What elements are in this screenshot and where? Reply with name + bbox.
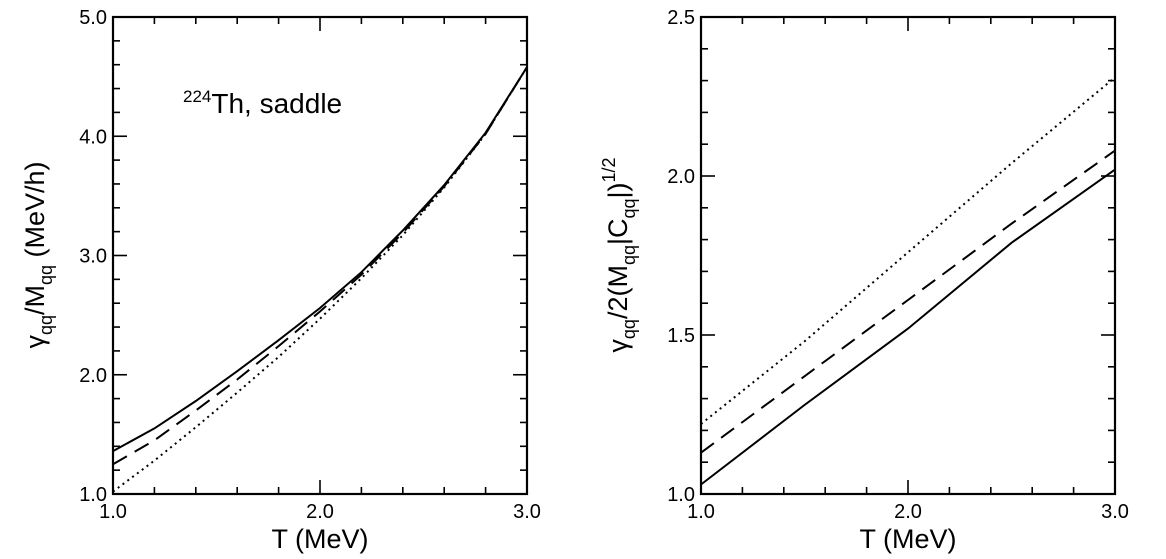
right-x-axis-label: T (MeV) [859,524,956,554]
left-x-axis-label: T (MeV) [271,524,368,554]
right-y-tick-label: 1.5 [667,325,695,347]
right-series-dashed [700,149,1116,454]
left-y-tick-label: 4.0 [79,126,107,148]
right-series-dotted [700,76,1116,425]
right-panel: 1.0 2.0 3.0 1.0 1.5 2.0 2.5 T (MeV) γqq/2(Mqq|… [599,7,1129,554]
left-y-axis-label: γqq/Mqq (MeV/h) [20,161,56,348]
right-series [700,76,1116,486]
left-panel: 1.0 2.0 3.0 1.0 2.0 3.0 4.0 5.0 224Th, saddle T… [20,7,541,554]
left-y-tick-label: 2.0 [79,365,107,387]
left-x-tick-label: 2.0 [306,501,334,523]
left-y-tick-label: 5.0 [79,7,107,29]
right-y-tick-label: 2.0 [667,166,695,188]
annotation-text: Th, saddle [211,88,342,119]
right-y-tick-label: 2.5 [667,7,695,29]
left-series-solid [112,66,528,452]
left-x-tick-label: 3.0 [513,501,541,523]
left-series-dotted [112,66,528,493]
right-x-tick-label: 1.0 [687,501,715,523]
right-y-axis-label: γqq/2(Mqq|Cqq|)1/2 [599,157,639,352]
right-plot-frame [699,15,1117,496]
right-x-tick-label: 3.0 [1101,501,1129,523]
left-x-tick-label: 1.0 [99,501,127,523]
annotation-superscript: 224 [183,87,211,106]
left-series-dashed [112,66,528,466]
right-series-solid [700,168,1116,486]
right-ticks: 1.0 2.0 3.0 1.0 1.5 2.0 2.5 [667,7,1129,523]
right-x-tick-label: 2.0 [894,501,922,523]
left-ticks: 1.0 2.0 3.0 1.0 2.0 3.0 4.0 5.0 [79,7,541,523]
left-annotation: 224Th, saddle [183,87,342,119]
left-y-tick-label: 1.0 [79,484,107,506]
left-y-tick-label: 3.0 [79,246,107,268]
right-y-tick-label: 1.0 [667,484,695,506]
left-series [112,66,528,493]
